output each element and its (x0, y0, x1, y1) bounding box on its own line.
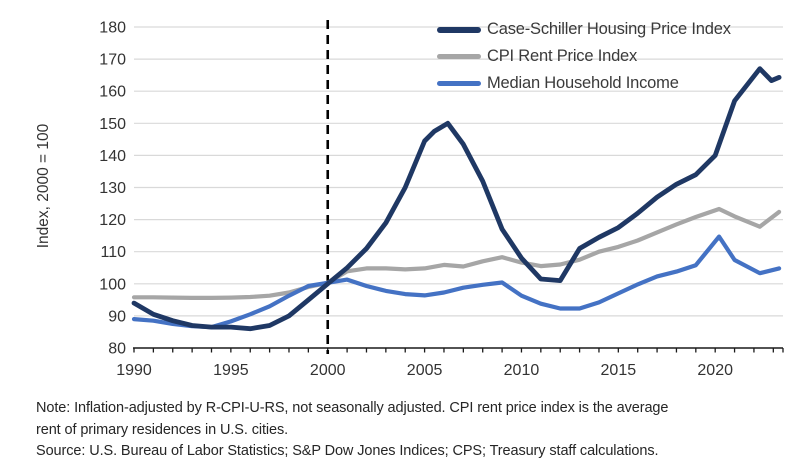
legend-swatch-cpi-rent (437, 54, 481, 59)
y-axis-title: Index, 2000 = 100 (35, 123, 52, 249)
x-tick-label-2000: 2000 (310, 362, 346, 379)
series-line-median-household-income (131, 234, 782, 330)
y-tick-label-160: 160 (99, 84, 126, 101)
y-tick-label-170: 170 (99, 52, 126, 69)
legend-label-cpi-rent: CPI Rent Price Index (487, 47, 638, 65)
x-tick-label-2015: 2015 (601, 362, 637, 379)
series-line-case-schiller-housing-price-index (131, 66, 782, 332)
legend-item-case-schiller: Case-Schiller Housing Price Index (437, 16, 731, 43)
legend: Case-Schiller Housing Price Index CPI Re… (437, 16, 731, 97)
legend-label-median-income: Median Household Income (487, 74, 679, 92)
x-tick-label-1990: 1990 (116, 362, 152, 379)
legend-label-case-schiller: Case-Schiller Housing Price Index (487, 20, 731, 38)
legend-swatch-case-schiller (437, 26, 481, 33)
y-tick-label-120: 120 (99, 212, 126, 229)
x-tick-label-2005: 2005 (407, 362, 443, 379)
y-tick-label-90: 90 (108, 308, 126, 325)
plot-area: 180 170 160 150 140 130 120 110 100 90 80 1990 1995 2… (99, 20, 784, 379)
legend-item-median-income: Median Household Income (437, 70, 731, 97)
x-tick-label-2020: 2020 (697, 362, 733, 379)
legend-swatch-median-income (437, 81, 481, 86)
x-tick-label-1995: 1995 (213, 362, 249, 379)
y-tick-label-110: 110 (100, 244, 126, 261)
y-tick-label-150: 150 (99, 116, 126, 133)
footnotes: Note: Inflation-adjusted by R-CPI-U-RS, … (36, 398, 786, 463)
series-line-cpi-rent-price-index (131, 206, 782, 300)
y-tick-label-100: 100 (99, 276, 126, 293)
legend-item-cpi-rent: CPI Rent Price Index (437, 43, 731, 70)
note-line-1: Note: Inflation-adjusted by R-CPI-U-RS, … (36, 400, 669, 416)
y-tick-label-130: 130 (99, 180, 126, 197)
y-tick-label-80: 80 (108, 341, 126, 358)
source-line: Source: U.S. Bureau of Labor Statistics;… (36, 443, 659, 459)
x-tick-label-2010: 2010 (504, 362, 540, 379)
y-tick-label-180: 180 (99, 20, 126, 37)
y-tick-label-140: 140 (99, 148, 126, 165)
note-line-2: rent of primary residences in U.S. citie… (36, 421, 289, 438)
